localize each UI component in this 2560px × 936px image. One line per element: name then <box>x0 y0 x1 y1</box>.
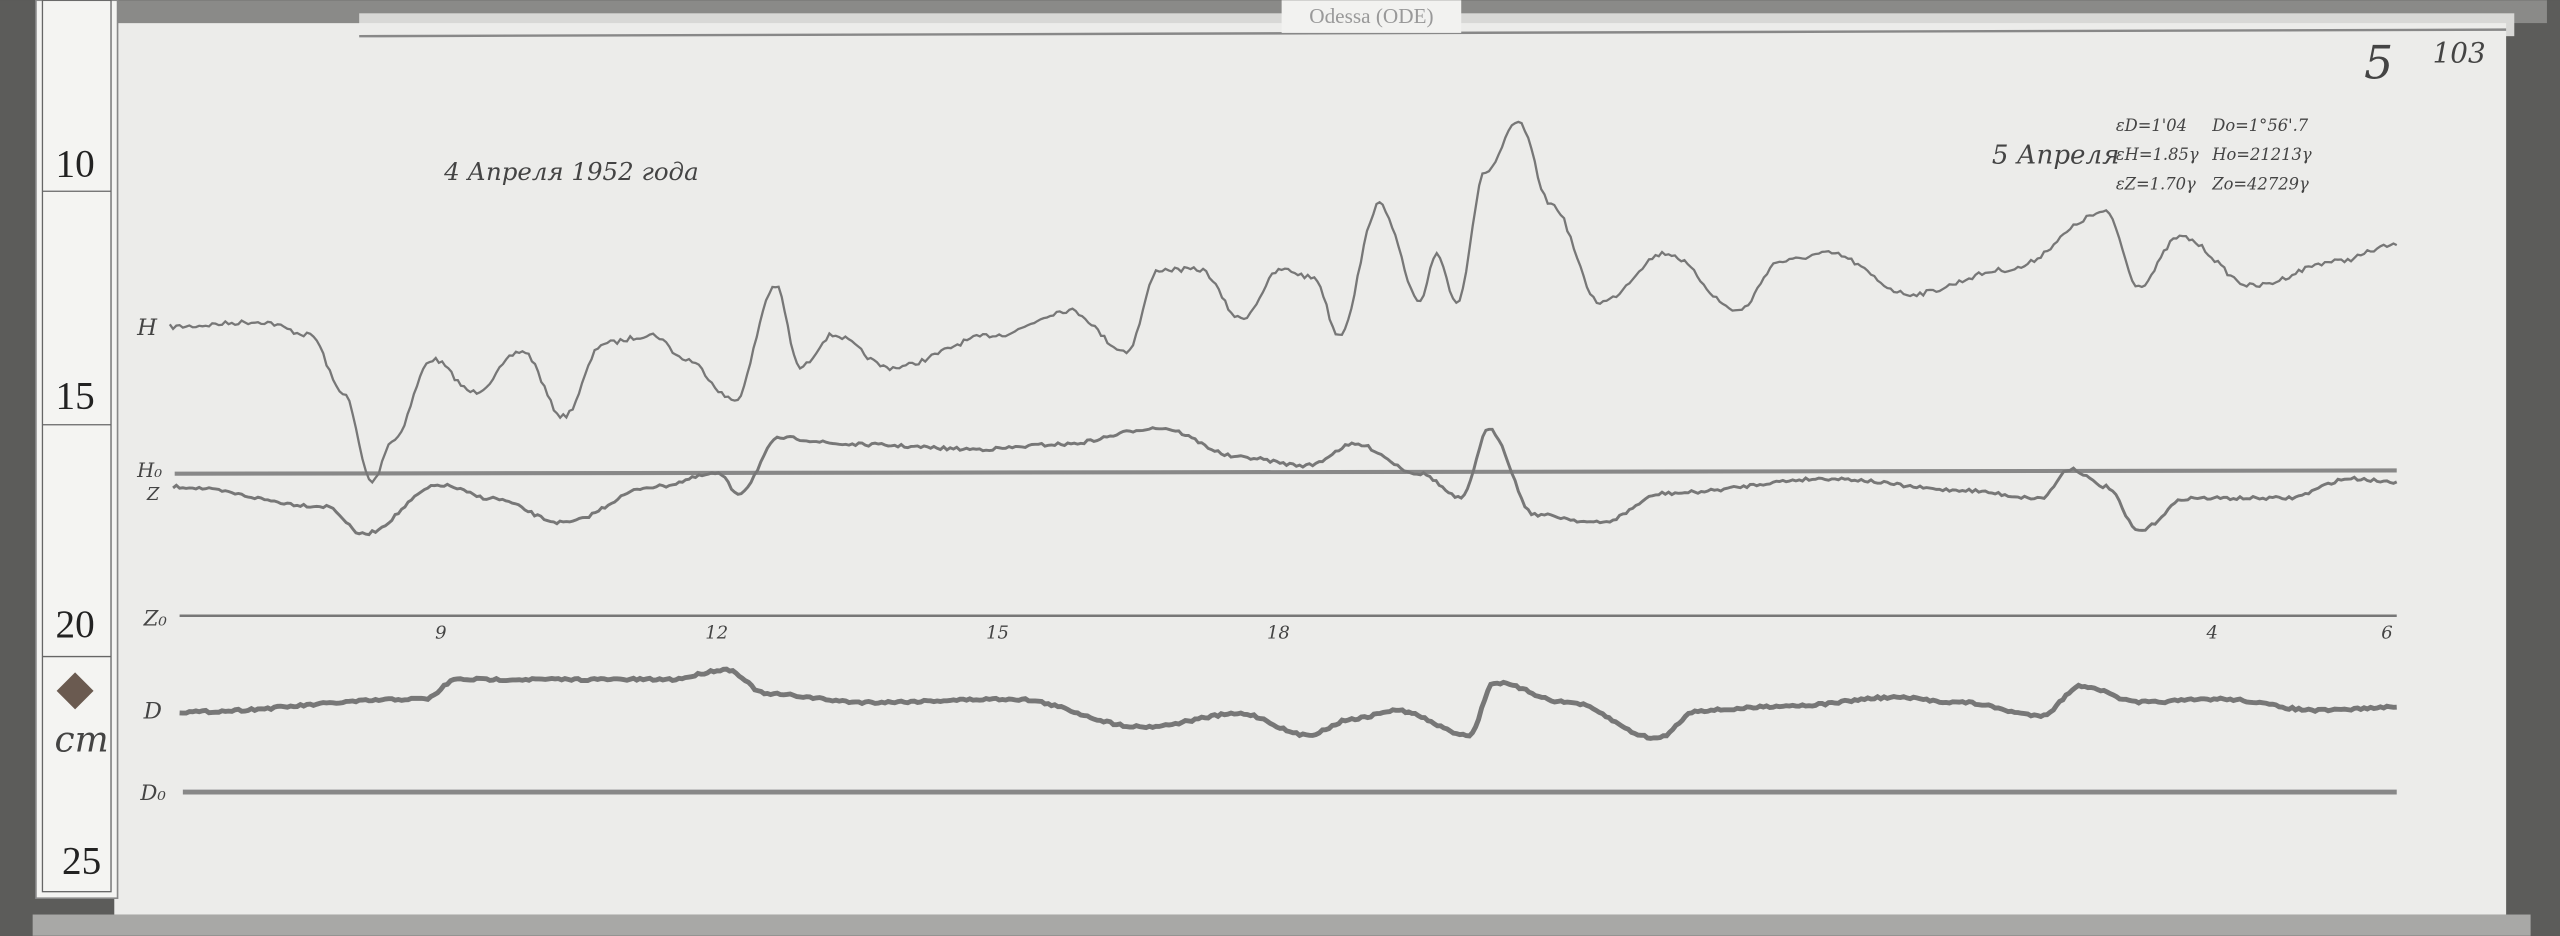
d0-label: D₀ <box>139 781 166 806</box>
ruler-mark: 10 <box>56 143 95 186</box>
bottom-strip <box>32 914 2531 936</box>
hour-tick: 15 <box>986 623 1009 644</box>
hour-tick: 4 <box>2206 623 2218 644</box>
hour-tick: 9 <box>435 623 446 644</box>
d-label: D <box>143 699 162 725</box>
hour-tick: 6 <box>2381 623 2392 644</box>
date-right: 5 Апреля <box>1992 141 2120 171</box>
constant: εH=1.85γ <box>2116 145 2199 164</box>
h0-baseline <box>174 468 2397 476</box>
ruler <box>35 0 119 900</box>
constant: εZ=1.70γ <box>2116 175 2196 194</box>
hour-tick: 18 <box>1267 623 1290 644</box>
ruler-unit: cm <box>55 719 109 760</box>
sheet-mark: 5 <box>2364 37 2393 90</box>
archive-label-box <box>1281 0 1462 33</box>
archive-label: Odessa (ODE) <box>1309 4 1433 28</box>
z-label: Z <box>146 484 160 505</box>
constant: Do=1°56'.7 <box>2211 116 2309 135</box>
d-trace <box>179 666 2397 741</box>
date-left: 4 Апреля 1952 года <box>443 157 699 186</box>
sheet-number: 103 <box>2433 36 2486 69</box>
h-label: H <box>136 315 158 341</box>
z-trace <box>172 426 2398 537</box>
constant: Zo=42729γ <box>2211 175 2309 194</box>
h0-label: H₀ <box>136 459 162 482</box>
ruler-mark: 15 <box>56 374 95 417</box>
constant: Ho=21213γ <box>2211 145 2312 164</box>
hour-tick: 12 <box>705 623 728 644</box>
ruler-mark: 20 <box>56 603 95 646</box>
z0-label: Z₀ <box>143 607 168 632</box>
constant: εD=1'04 <box>2116 116 2187 135</box>
h-trace <box>168 120 2398 485</box>
magnetogram-paper <box>114 23 2507 915</box>
ruler-mark: 25 <box>62 840 101 883</box>
